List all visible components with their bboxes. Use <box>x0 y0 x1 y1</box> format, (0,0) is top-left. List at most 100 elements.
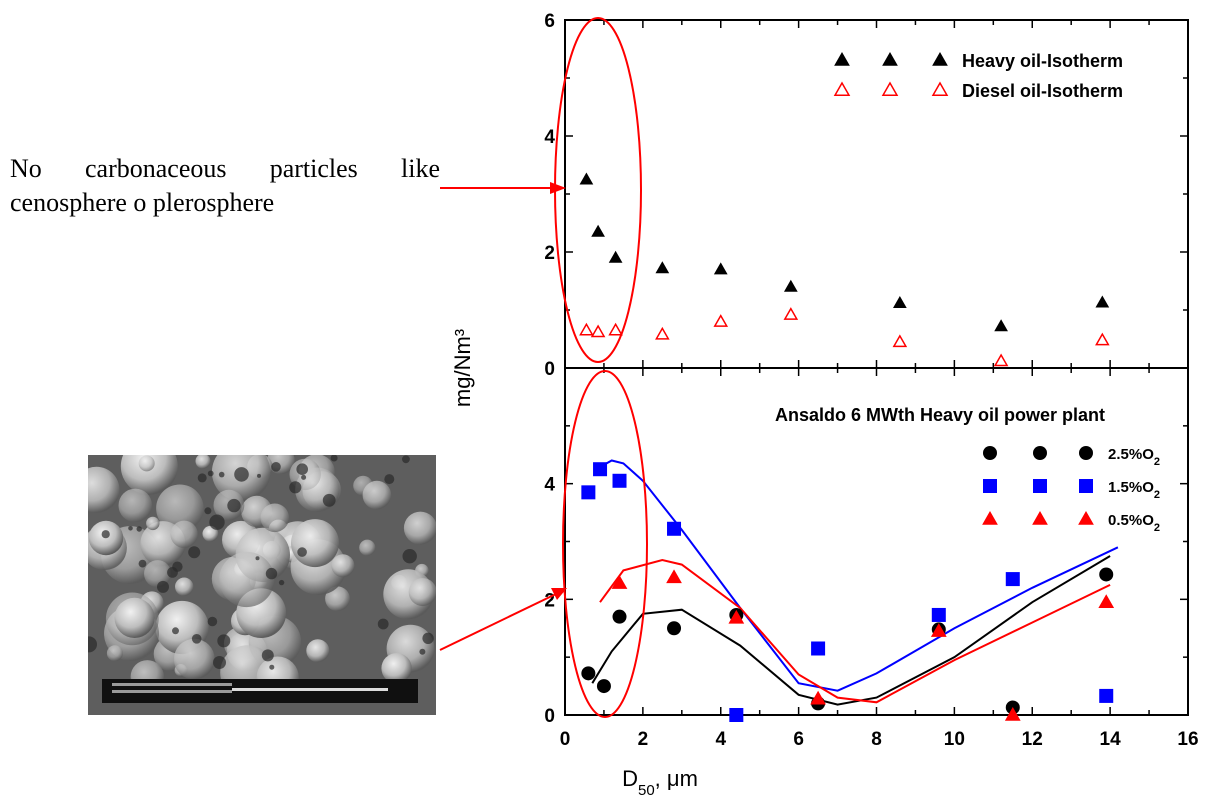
highlight-ellipse-bottom <box>562 370 648 718</box>
bottom-panel-title: Ansaldo 6 MWth Heavy oil power plant <box>775 405 1105 425</box>
sem-pore <box>296 463 308 475</box>
sem-pore <box>207 470 214 477</box>
data-point-bottom-1 <box>593 462 608 477</box>
sem-pore <box>207 616 218 627</box>
sem-particle <box>219 551 275 608</box>
sem-pore <box>227 498 241 513</box>
data-point-bottom-1 <box>729 708 744 722</box>
sem-texture <box>88 455 436 715</box>
data-point-bottom-0 <box>612 609 627 624</box>
data-point-bottom-2 <box>728 609 745 624</box>
data-point-bottom-1 <box>667 521 682 536</box>
legend-marker-bottom-1 <box>1033 479 1047 493</box>
fit-line-2 <box>599 558 1111 704</box>
sem-pore <box>213 656 226 669</box>
data-point-top-1 <box>713 314 729 327</box>
data-point-top-1 <box>993 353 1009 367</box>
sem-micrograph-image <box>88 455 436 715</box>
x-tick-label: 12 <box>1022 729 1043 750</box>
sem-particle <box>359 539 376 556</box>
highlight-ellipse-top <box>554 17 642 363</box>
data-point-bottom-2 <box>611 575 628 589</box>
data-point-bottom-2 <box>810 690 826 705</box>
data-point-top-0 <box>713 262 728 275</box>
sem-pore <box>88 636 97 653</box>
sem-particle <box>114 597 155 638</box>
data-point-bottom-0 <box>596 679 611 694</box>
data-point-top-0 <box>1095 295 1110 308</box>
legend-marker-top-1 <box>833 81 851 96</box>
sem-particle <box>362 480 392 510</box>
sem-particle <box>170 520 198 548</box>
data-point-top-0 <box>591 224 605 237</box>
sem-pore <box>422 632 434 644</box>
data-point-top-0 <box>655 261 670 274</box>
data-point-bottom-2 <box>1004 706 1021 721</box>
data-point-bottom-0 <box>667 621 682 636</box>
sem-pore <box>269 664 275 670</box>
data-point-bottom-0 <box>581 666 596 681</box>
chart-layer: 0 2 4 6 8 10 12 14 16 0 2 4 6 0 2 4 mg/Nm³ D50, μm Heavy o… <box>439 11 1199 799</box>
data-point-bottom-2 <box>666 569 682 584</box>
sem-pore <box>218 471 225 478</box>
sem-particle <box>381 653 412 684</box>
fit-line-1 <box>595 459 1119 692</box>
data-point-top-1 <box>579 322 594 336</box>
x-tick-label: 8 <box>871 729 882 750</box>
data-point-top-1 <box>655 326 670 340</box>
y-tick-label-bottom: 4 <box>544 475 555 496</box>
sem-pore <box>188 546 201 559</box>
data-point-bottom-1 <box>612 473 627 488</box>
data-point-top-1 <box>783 307 799 320</box>
sem-pore <box>261 649 274 662</box>
legend-marker-bottom-2 <box>1032 510 1048 525</box>
sem-particle <box>120 455 178 495</box>
sem-pore <box>278 579 285 586</box>
sem-pore <box>197 473 207 483</box>
sem-particle <box>195 455 211 469</box>
sem-pore <box>322 493 336 507</box>
sem-pore <box>289 481 302 494</box>
sem-particle <box>146 516 160 531</box>
sem-pore <box>257 473 261 478</box>
legend-marker-bottom-2 <box>982 510 998 525</box>
annotation-line-1: No carbonaceous particles like <box>10 154 440 183</box>
sem-pore <box>234 467 249 482</box>
data-point-bottom-1 <box>1005 572 1020 587</box>
sem-particle <box>325 586 350 612</box>
legend-label-bottom-0: 2.5%O2 <box>1108 446 1160 468</box>
y-tick-label-top: 0 <box>544 359 555 380</box>
top-panel-frame <box>564 19 1189 369</box>
legend-label-bottom-1: 1.5%O2 <box>1108 479 1160 501</box>
annotation-line-2: cenosphere o plerosphere <box>10 188 275 217</box>
sem-pore <box>297 547 307 557</box>
legend-marker-bottom-1 <box>1079 479 1093 493</box>
legend-marker-top-0 <box>932 51 948 66</box>
sem-particle <box>306 639 330 663</box>
sem-pore <box>172 627 179 635</box>
data-point-top-0 <box>994 319 1008 332</box>
sem-pore <box>271 462 281 472</box>
sem-particle <box>331 554 355 578</box>
sem-particle <box>156 484 204 533</box>
data-point-bottom-1 <box>931 607 946 622</box>
data-point-top-1 <box>590 324 606 338</box>
data-point-bottom-1 <box>1099 688 1114 703</box>
x-tick-label: 10 <box>944 729 965 750</box>
arrow-line-bottom <box>439 593 557 651</box>
data-point-top-0 <box>783 279 798 292</box>
sem-pore <box>255 556 260 561</box>
sem-pore <box>265 567 278 580</box>
sem-pore <box>330 455 338 462</box>
legend-marker-bottom-0 <box>1079 446 1093 460</box>
data-point-bottom-0 <box>1099 567 1114 582</box>
legend-marker-bottom-1 <box>983 479 997 493</box>
sem-pore <box>136 526 142 532</box>
x-tick-label: 4 <box>715 729 726 750</box>
y-tick-label-bottom: 2 <box>544 590 555 611</box>
data-point-top-0 <box>608 250 623 263</box>
sem-pore <box>191 634 202 644</box>
data-point-bottom-2 <box>1098 594 1115 608</box>
sem-particle <box>138 455 155 472</box>
